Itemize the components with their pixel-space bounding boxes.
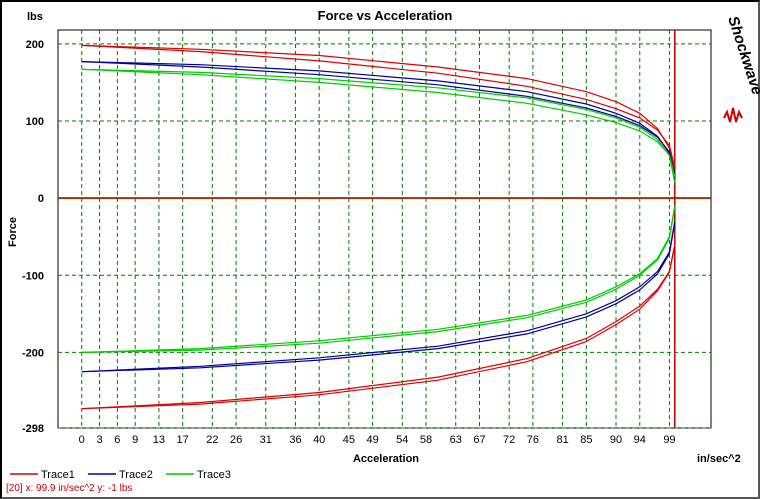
- y-tick-label: -100: [22, 270, 44, 282]
- legend-label-trace2: Trace2: [119, 469, 153, 481]
- x-tick-label: 0: [79, 434, 85, 446]
- x-tick-label: 90: [610, 434, 622, 446]
- x-tick-labels: 0 3 6 9 13 17 22 26 31 36 40 45 49 54 58 63 67 72 76 81 85 90…: [79, 434, 676, 446]
- x-axis-label: Acceleration: [353, 453, 419, 465]
- y-tick-label: 100: [26, 116, 44, 128]
- y-unit-label: lbs: [27, 11, 43, 23]
- x-tick-label: 76: [527, 434, 539, 446]
- chart-title: Force vs Acceleration: [318, 8, 453, 23]
- y-tick-label: -298: [22, 423, 44, 435]
- series-line-trace2: [81, 61, 676, 174]
- plot-area: [57, 29, 712, 429]
- cursor-readout: [20] x: 99.9 in/sec^2 y: -1 lbs: [6, 483, 132, 494]
- x-tick-label: 72: [503, 434, 515, 446]
- x-tick-label: 9: [132, 434, 138, 446]
- x-tick-label: 13: [153, 434, 165, 446]
- y-axis-label: Force: [7, 217, 19, 247]
- series-line-trace3: [81, 205, 676, 353]
- x-tick-label: 22: [206, 434, 218, 446]
- series-line-trace1: [81, 245, 676, 410]
- legend: Trace1 Trace2 Trace3: [10, 469, 231, 481]
- x-tick-label: 67: [473, 434, 485, 446]
- series-line-trace3: [81, 207, 676, 353]
- x-tick-label: 17: [177, 434, 189, 446]
- logo-wave-icon: [723, 107, 743, 123]
- series-group: [81, 44, 676, 410]
- y-tick-label: 0: [38, 193, 44, 205]
- x-tick-label: 63: [450, 434, 462, 446]
- x-tick-label: 31: [260, 434, 272, 446]
- series-line-trace1: [81, 244, 676, 410]
- y-tick-label: 200: [26, 39, 44, 51]
- x-tick-label: 36: [289, 434, 301, 446]
- y-tick-label: -200: [22, 347, 44, 359]
- x-tick-label: 45: [343, 434, 355, 446]
- x-unit-label: in/sec^2: [697, 453, 741, 465]
- x-tick-label: 26: [230, 434, 242, 446]
- x-tick-label: 81: [556, 434, 568, 446]
- x-tick-label: 85: [580, 434, 592, 446]
- x-tick-label: 99: [663, 434, 675, 446]
- x-tick-label: 49: [367, 434, 379, 446]
- x-tick-label: 40: [313, 434, 325, 446]
- logo-text: Shockwave: [724, 14, 760, 97]
- series-line-trace3: [81, 68, 676, 183]
- series-trace2: [81, 61, 676, 373]
- series-line-trace2: [81, 221, 676, 373]
- x-tick-label: 58: [420, 434, 432, 446]
- x-tick-label: 6: [114, 434, 120, 446]
- legend-label-trace1: Trace1: [41, 469, 75, 481]
- x-tick-label: 54: [396, 434, 408, 446]
- shockwave-logo: Shockwave: [723, 14, 760, 123]
- reference-lines: [58, 30, 711, 428]
- x-tick-label: 94: [634, 434, 646, 446]
- series-line-trace2: [81, 222, 676, 373]
- series-line-trace1: [81, 44, 676, 168]
- series-trace3: [81, 68, 676, 353]
- legend-label-trace3: Trace3: [197, 469, 231, 481]
- y-tick-labels: 200 100 0 -100 -200 -298: [22, 39, 44, 435]
- series-trace1: [81, 44, 676, 410]
- series-line-trace3: [81, 68, 676, 177]
- x-tick-label: 3: [96, 434, 102, 446]
